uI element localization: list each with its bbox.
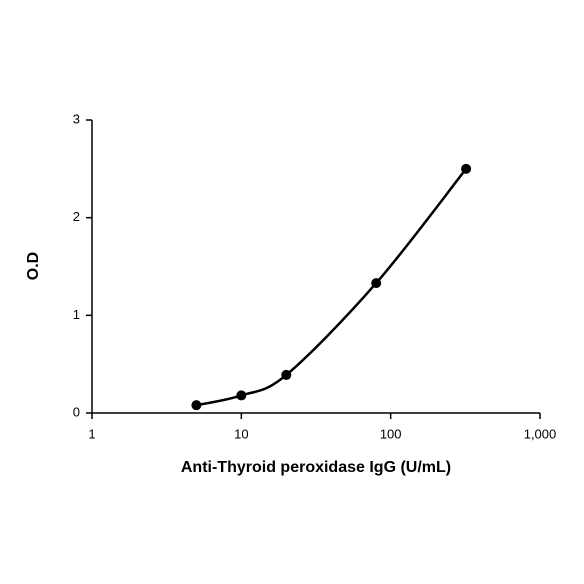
- y-axis-title: O.D: [25, 252, 42, 280]
- y-tick-label: 3: [73, 111, 80, 126]
- data-point: [191, 400, 202, 411]
- fit-curve: [196, 168, 468, 407]
- data-point: [236, 390, 247, 401]
- x-tick-label: 10: [234, 426, 248, 441]
- y-tick-label: 1: [73, 307, 80, 322]
- y-tick-label: 0: [73, 404, 80, 419]
- data-point: [371, 278, 382, 289]
- x-tick-label: 1,000: [524, 426, 557, 441]
- x-axis-title: Anti-Thyroid peroxidase IgG (U/mL): [181, 459, 451, 476]
- data-point: [281, 369, 292, 380]
- y-tick-label: 2: [73, 209, 80, 224]
- x-tick-label: 100: [380, 426, 402, 441]
- x-tick-label: 1: [88, 426, 95, 441]
- data-point: [461, 163, 472, 174]
